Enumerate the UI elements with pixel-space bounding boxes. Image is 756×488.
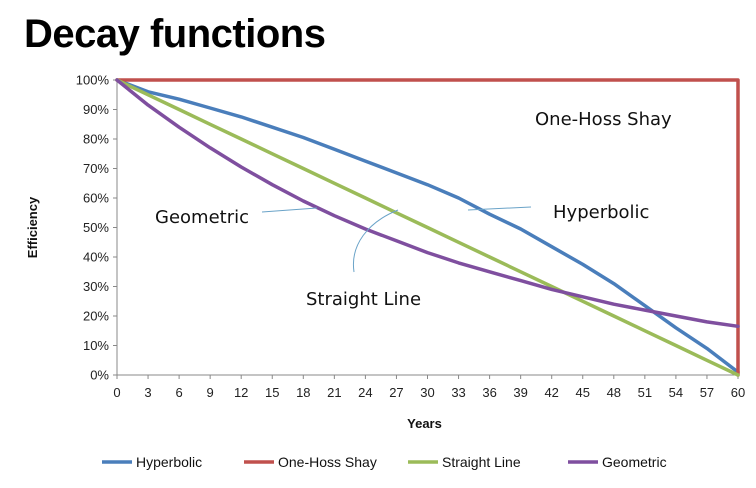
y-axis-title: Efficiency [25,196,40,258]
y-tick-label: 10% [83,338,109,353]
y-tick-label: 30% [83,279,109,294]
legend-label-geometric: Geometric [602,454,667,470]
chart-title: Decay functions [24,12,326,56]
series-line-geometric [115,78,740,329]
x-tick-label: 9 [207,385,214,400]
x-tick-label: 39 [513,385,527,400]
x-tick-label: 18 [296,385,310,400]
x-tick-label: 0 [113,385,120,400]
legend-label-straight-line: Straight Line [442,454,521,470]
hyperbolic-leader-line [467,206,532,211]
annotation-hyperbolic: Hyperbolic [553,202,649,223]
legend-item-one-hoss-shay: One-Hoss Shay [244,454,377,470]
y-tick-label: 80% [83,132,109,147]
x-axis-title: Years [407,416,442,431]
legend-item-straight-line: Straight Line [408,454,521,470]
y-tick-label: 20% [83,309,109,324]
x-tick-label: 36 [482,385,496,400]
axes-group: 0%10%20%30%40%50%60%70%80%90%100%0 3 6 9 12 1… [25,73,745,432]
y-tick-label: 100% [76,73,110,88]
annotation-geometric: Geometric [155,207,249,228]
x-tick-label: 51 [638,385,652,400]
x-tick-label: 48 [607,385,621,400]
legend-item-hyperbolic: Hyperbolic [102,454,202,470]
x-tick-label: 3 [144,385,151,400]
legend-label-one-hoss-shay: One-Hoss Shay [278,454,377,470]
x-tick-label: 24 [358,385,372,400]
legend-item-geometric: Geometric [568,454,667,470]
legend: Hyperbolic One-Hoss Shay Straight Line Geom… [102,454,667,470]
x-tick-label: 12 [234,385,248,400]
x-tick-label: 21 [327,385,341,400]
straight-line-leader-line [352,209,399,273]
geometric-leader-line [261,207,318,213]
x-tick-label: 6 [175,385,182,400]
y-tick-label: 50% [83,220,109,235]
x-tick-label: 42 [544,385,558,400]
x-tick-label: 30 [420,385,434,400]
plot-area [115,78,740,377]
legend-label-hyperbolic: Hyperbolic [136,454,202,470]
x-tick-label: 60 [731,385,745,400]
y-tick-label: 70% [83,161,109,176]
x-tick-label: 33 [451,385,465,400]
annotation-straight-line: Straight Line [306,289,421,310]
x-tick-label: 15 [265,385,279,400]
y-tick-label: 40% [83,250,109,265]
x-tick-label: 57 [700,385,714,400]
x-tick-label: 27 [389,385,403,400]
y-tick-label: 60% [83,191,109,206]
series-line-straight-line [115,78,740,377]
series-line-hyperbolic [115,78,740,374]
series-line-one-hoss-shay [115,78,740,377]
annotations-group: One-Hoss Shay Hyperbolic Geometric Straight… [155,109,672,310]
y-tick-label: 90% [83,102,109,117]
x-tick-label: 45 [576,385,590,400]
x-tick-label: 54 [669,385,683,400]
y-tick-label: 0% [90,368,109,383]
annotation-one-hoss-shay: One-Hoss Shay [535,109,672,130]
